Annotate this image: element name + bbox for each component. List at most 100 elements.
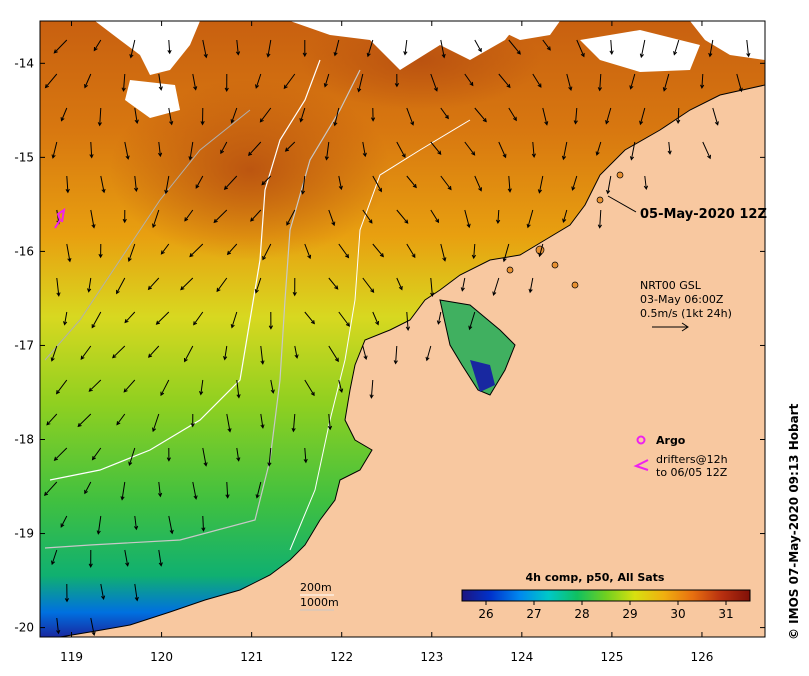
current-arrow (189, 243, 204, 258)
current-arrow (338, 311, 350, 327)
current-arrow (537, 175, 544, 194)
current-arrow (88, 549, 93, 568)
current-arrow (147, 277, 160, 291)
longitude-labels: 119 120 121 122 123 124 125 126 (60, 650, 713, 664)
current-arrow (498, 141, 507, 159)
current-arrow (531, 141, 536, 158)
current-arrow (396, 141, 406, 159)
vector-scale: 0.5m/s (1kt 24h) (640, 307, 732, 320)
current-arrow (406, 243, 416, 259)
current-arrow (192, 73, 198, 91)
current-arrow (77, 413, 92, 428)
current-arrow (226, 413, 232, 433)
current-arrow (366, 39, 374, 58)
current-arrow (532, 73, 542, 88)
current-arrow (606, 175, 612, 195)
current-arrow (436, 311, 442, 325)
current-arrow (300, 175, 306, 195)
current-arrow (492, 277, 500, 297)
current-arrow (220, 141, 228, 155)
current-arrow (609, 39, 614, 55)
current-arrow (294, 345, 299, 359)
current-arrow (508, 39, 521, 55)
current-arrow (50, 345, 58, 362)
current-arrow (430, 73, 438, 92)
current-arrow (396, 209, 409, 224)
current-arrow (129, 39, 136, 59)
current-arrow (201, 515, 206, 532)
current-arrow (53, 39, 68, 54)
current-arrow (405, 311, 411, 331)
current-arrow (98, 243, 103, 259)
current-arrow (495, 209, 501, 225)
current-arrow (283, 73, 296, 90)
current-arrow (736, 73, 743, 93)
lon-tick-label: 126 (691, 650, 714, 664)
current-arrow (84, 73, 92, 89)
current-arrow (538, 243, 544, 258)
current-arrow (213, 209, 228, 224)
current-arrow (468, 311, 476, 331)
current-arrow (90, 209, 96, 229)
colorbar-ticks: 26 27 28 29 30 31 (478, 601, 734, 621)
current-arrow (327, 413, 333, 431)
lat-tick-label: -18 (14, 433, 34, 447)
current-arrow (562, 209, 568, 223)
current-arrow (372, 243, 384, 258)
current-arrow (323, 73, 330, 88)
current-arrow (60, 515, 68, 528)
lon-tick-label: 121 (240, 650, 263, 664)
current-arrow (333, 39, 340, 57)
current-arrow (702, 141, 711, 160)
current-arrow (56, 617, 61, 635)
map-area (40, 21, 765, 637)
king-sound-cold (470, 360, 495, 392)
current-arrow (160, 243, 170, 255)
current-arrow (200, 107, 205, 126)
drifters-legend-line2: to 06/05 12Z (656, 466, 728, 479)
current-arrow (542, 39, 551, 51)
colorbar-tick-label: 28 (574, 607, 589, 621)
current-arrow (498, 73, 511, 89)
current-arrow (127, 243, 136, 263)
current-arrow (262, 243, 272, 261)
current-arrow (148, 345, 160, 358)
king-sound (439, 299, 516, 396)
current-arrow (673, 39, 680, 56)
current-arrow (55, 379, 68, 395)
current-arrow (235, 39, 241, 56)
current-arrow (157, 141, 163, 158)
colorbar-tick-label: 29 (622, 607, 637, 621)
current-arrow (571, 175, 578, 191)
current-arrow (605, 107, 612, 125)
date-label: 05-May-2020 12Z (640, 207, 767, 222)
current-arrow (254, 277, 262, 294)
lon-tick-label: 123 (420, 650, 443, 664)
current-arrow (284, 141, 296, 152)
current-arrow (121, 73, 126, 92)
current-arrow (164, 175, 170, 195)
current-arrow (230, 107, 238, 124)
current-arrow (362, 345, 368, 360)
current-arrow (123, 379, 136, 393)
contour-200-label: 200m (300, 581, 332, 594)
current-arrow (508, 107, 517, 122)
current-arrow (667, 141, 672, 155)
current-arrow (643, 175, 649, 191)
current-arrow (223, 345, 228, 361)
current-arrow (236, 447, 241, 462)
current-arrow (328, 209, 336, 227)
argo-legend-label: Argo (656, 434, 686, 447)
current-arrow (474, 175, 482, 192)
current-arrow (259, 107, 272, 123)
current-arrow (225, 481, 230, 499)
date-pointer (607, 195, 637, 213)
current-arrow (304, 379, 315, 397)
current-arrow (328, 277, 339, 290)
current-arrow (157, 481, 163, 498)
current-arrow (89, 141, 94, 159)
colorbar-title: 4h comp, p50, All Sats (526, 571, 665, 584)
current-arrow (362, 209, 373, 224)
current-arrow (195, 175, 204, 189)
